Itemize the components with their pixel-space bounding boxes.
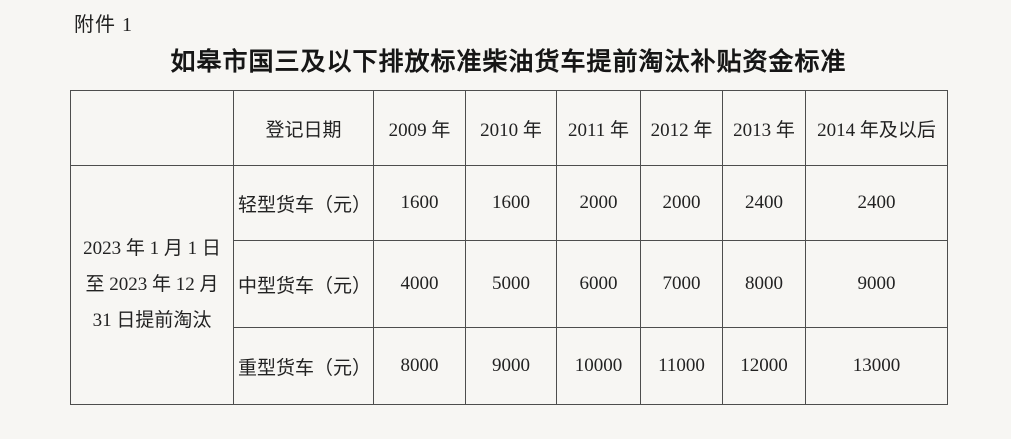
medium-truck-2014-plus: 9000 [805,240,948,328]
scrappage-period-cell: 2023 年 1 月 1 日 至 2023 年 12 月 31 日提前淘汰 [70,165,234,405]
corner-cell [70,90,234,166]
table-row-heavy-truck: 重型货车（元） 8000 9000 10000 11000 12000 1300… [71,327,948,405]
header-register-date: 登记日期 [233,90,374,166]
medium-truck-2012: 7000 [640,240,723,328]
light-truck-2014-plus: 2400 [805,165,948,241]
subsidy-standards-table: 登记日期 2009 年 2010 年 2011 年 2012 年 2013 年 … [70,90,948,405]
row-label-medium-truck: 中型货车（元） [233,240,374,328]
heavy-truck-2011: 10000 [556,327,641,405]
medium-truck-2010: 5000 [465,240,557,328]
light-truck-2010: 1600 [465,165,557,241]
light-truck-2009: 1600 [373,165,466,241]
medium-truck-2011: 6000 [556,240,641,328]
light-truck-2012: 2000 [640,165,723,241]
heavy-truck-2013: 12000 [722,327,806,405]
row-label-light-truck: 轻型货车（元） [233,165,374,241]
medium-truck-2013: 8000 [722,240,806,328]
row-label-heavy-truck: 重型货车（元） [233,327,374,405]
header-year-2011: 2011 年 [556,90,641,166]
light-truck-2011: 2000 [556,165,641,241]
heavy-truck-2014-plus: 13000 [805,327,948,405]
header-year-2012: 2012 年 [640,90,723,166]
heavy-truck-2012: 11000 [640,327,723,405]
medium-truck-2009: 4000 [373,240,466,328]
heavy-truck-2009: 8000 [373,327,466,405]
light-truck-2013: 2400 [722,165,806,241]
table-row-medium-truck: 中型货车（元） 4000 5000 6000 7000 8000 9000 [71,240,948,328]
table-header-row: 登记日期 2009 年 2010 年 2011 年 2012 年 2013 年 … [70,90,948,166]
header-year-2010: 2010 年 [465,90,557,166]
table-row-light-truck: 2023 年 1 月 1 日 至 2023 年 12 月 31 日提前淘汰 轻型… [70,165,948,405]
attachment-label: 附件 1 [74,14,133,36]
header-year-2009: 2009 年 [373,90,466,166]
header-year-2013: 2013 年 [722,90,806,166]
heavy-truck-2010: 9000 [465,327,557,405]
document-title: 如皋市国三及以下排放标准柴油货车提前淘汰补贴资金标准 [170,49,847,76]
header-year-2014-plus: 2014 年及以后 [805,90,948,166]
